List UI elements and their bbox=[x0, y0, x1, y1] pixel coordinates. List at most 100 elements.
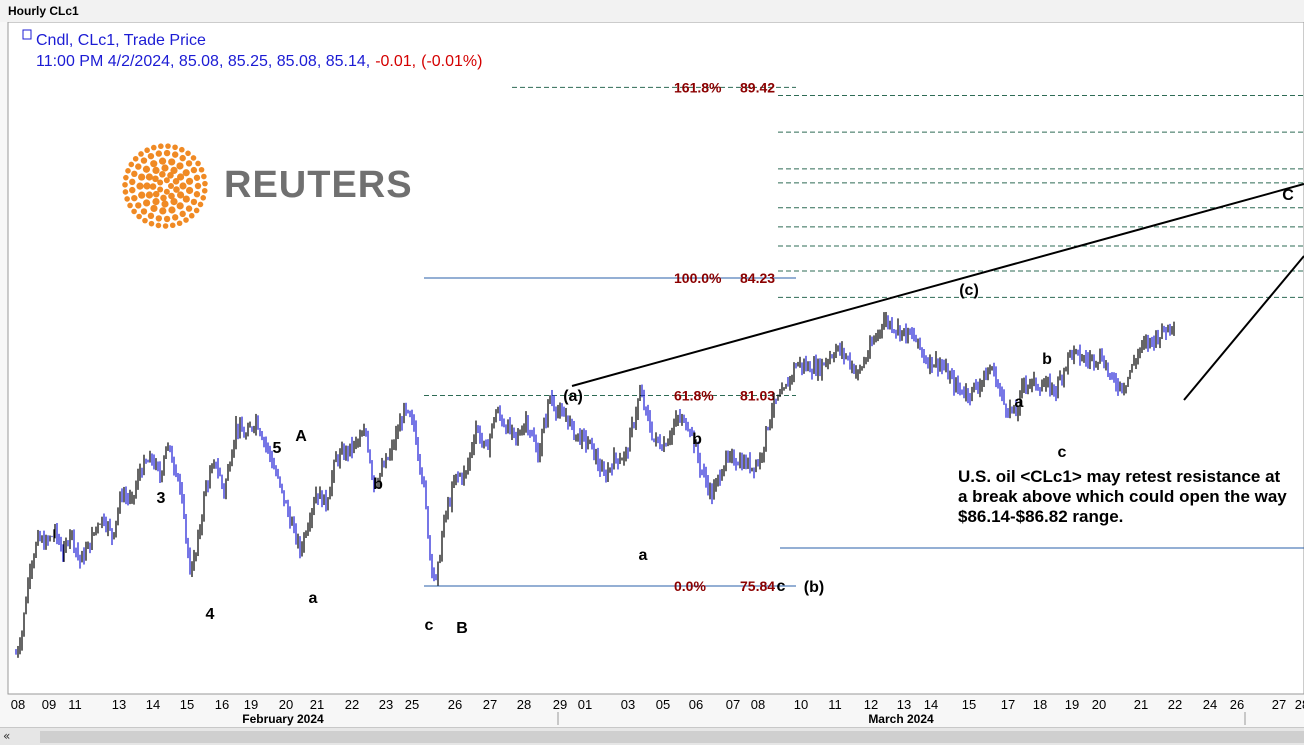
logo-dot bbox=[142, 217, 148, 224]
wave-label: C bbox=[1282, 187, 1294, 204]
logo-dot bbox=[163, 215, 171, 223]
logo-dot bbox=[173, 186, 180, 193]
logo-dot bbox=[124, 196, 130, 202]
logo-dot bbox=[152, 166, 160, 175]
fib-level-price: 89.42 bbox=[740, 79, 775, 95]
logo-dot bbox=[135, 163, 142, 170]
x-tick-label: 20 bbox=[279, 697, 293, 712]
logo-dot bbox=[197, 201, 204, 208]
logo-dot bbox=[194, 182, 202, 190]
logo-dot bbox=[159, 170, 166, 178]
logo-dot bbox=[185, 186, 194, 195]
scroll-left-icon[interactable]: « bbox=[3, 729, 11, 743]
logo-dot bbox=[129, 178, 136, 186]
x-tick-label: 15 bbox=[962, 697, 976, 712]
logo-dot bbox=[148, 220, 155, 227]
logo-dot bbox=[190, 198, 198, 206]
logo-dot bbox=[161, 164, 169, 172]
logo-dot bbox=[167, 172, 174, 179]
legend-marker bbox=[22, 29, 32, 40]
logo-dot bbox=[202, 180, 208, 187]
logo-dot bbox=[157, 179, 164, 186]
legend-change-pct: (-0.01%) bbox=[421, 53, 482, 70]
logo-dot bbox=[145, 173, 154, 181]
x-tick-label: 25 bbox=[405, 697, 419, 712]
x-tick-label: 14 bbox=[146, 697, 160, 712]
window-title: Hourly CLc1 bbox=[8, 4, 79, 18]
x-tick-label: 01 bbox=[578, 697, 592, 712]
wave-label: 5 bbox=[273, 440, 282, 457]
wave-label: B bbox=[456, 620, 468, 637]
x-tick-label: 24 bbox=[1203, 697, 1217, 712]
logo-dot bbox=[132, 155, 139, 162]
horizontal-scrollbar[interactable]: « bbox=[0, 727, 1304, 745]
x-tick-label: 03 bbox=[621, 697, 635, 712]
logo-dot bbox=[161, 200, 169, 208]
x-tick-label: 19 bbox=[244, 697, 258, 712]
wave-label: a bbox=[639, 547, 648, 564]
logo-dot bbox=[131, 170, 138, 178]
legend: Cndl, CLc1, Trade Price 11:00 PM 4/2/202… bbox=[22, 29, 482, 70]
logo-dot bbox=[150, 160, 158, 168]
x-tick-label: 27 bbox=[1272, 697, 1286, 712]
x-tick-label: 26 bbox=[448, 697, 462, 712]
x-tick-label: 29 bbox=[553, 697, 567, 712]
x-tick-label: 16 bbox=[215, 697, 229, 712]
x-tick-label: 08 bbox=[11, 697, 25, 712]
logo-dot bbox=[172, 144, 178, 151]
x-month-label: February 2024 bbox=[242, 712, 324, 726]
x-month-label: March 2024 bbox=[868, 712, 934, 726]
wave-label: a bbox=[309, 590, 318, 607]
logo-dot bbox=[165, 143, 171, 149]
x-tick-label: 05 bbox=[656, 697, 670, 712]
x-tick-label: 11 bbox=[828, 697, 842, 712]
logo-dot bbox=[152, 190, 160, 198]
logo-dot bbox=[179, 210, 186, 218]
logo-dot bbox=[149, 183, 157, 190]
reuters-logo: REUTERS bbox=[122, 143, 413, 229]
logo-dot bbox=[198, 166, 205, 173]
logo-dot bbox=[183, 217, 189, 223]
logo-dot bbox=[182, 195, 190, 203]
x-tick-label: 28 bbox=[517, 697, 531, 712]
logo-dot bbox=[163, 149, 171, 157]
window-titlebar: Hourly CLc1 bbox=[0, 0, 1304, 23]
logo-dot bbox=[176, 220, 183, 227]
logo-dot bbox=[140, 157, 148, 164]
wave-label: c bbox=[1058, 444, 1067, 461]
logo-dot bbox=[185, 205, 193, 212]
logo-dot bbox=[179, 146, 185, 153]
logo-dot bbox=[138, 173, 146, 181]
logo-dot bbox=[138, 151, 144, 157]
x-tick-label: 07 bbox=[726, 697, 740, 712]
candle-series bbox=[15, 311, 1175, 658]
logo-dot bbox=[162, 223, 169, 229]
x-axis: 08 09 11 13 14 15 16 19 20 21 22 23 25 26 27 28 29 01 03 05… bbox=[8, 693, 1304, 726]
logo-dot bbox=[185, 150, 191, 157]
x-tick-label: 22 bbox=[345, 697, 359, 712]
wave-label: (c) bbox=[959, 282, 979, 299]
commentary: U.S. oil <CLc1> may retest resistance at… bbox=[958, 467, 1287, 526]
wave-label: A bbox=[295, 428, 307, 445]
reuters-logo-text: REUTERS bbox=[224, 164, 413, 206]
logo-dot bbox=[122, 181, 128, 188]
wave-label: b bbox=[692, 431, 702, 448]
x-tick-label: 22 bbox=[1168, 697, 1182, 712]
logo-dot bbox=[185, 177, 194, 185]
x-tick-label: 17 bbox=[1001, 697, 1015, 712]
logo-dot bbox=[163, 177, 170, 184]
scrollbar-thumb[interactable] bbox=[40, 731, 1304, 743]
wave-label: c bbox=[425, 617, 434, 634]
wave-label: c bbox=[777, 578, 786, 595]
upper-trendline bbox=[571, 183, 1304, 387]
price-chart[interactable]: Cndl, CLc1, Trade Price 11:00 PM 4/2/202… bbox=[0, 22, 1304, 727]
x-tick-label: 26 bbox=[1230, 697, 1244, 712]
x-tick-label: 11 bbox=[68, 697, 82, 712]
wave-label: 4 bbox=[206, 606, 215, 623]
x-tick-label: 14 bbox=[924, 697, 938, 712]
logo-dot bbox=[152, 175, 159, 183]
fib-level-price: 75.84 bbox=[740, 578, 775, 594]
logo-dot bbox=[188, 212, 195, 219]
plot-frame bbox=[7, 22, 1304, 695]
logo-dot bbox=[170, 197, 178, 206]
